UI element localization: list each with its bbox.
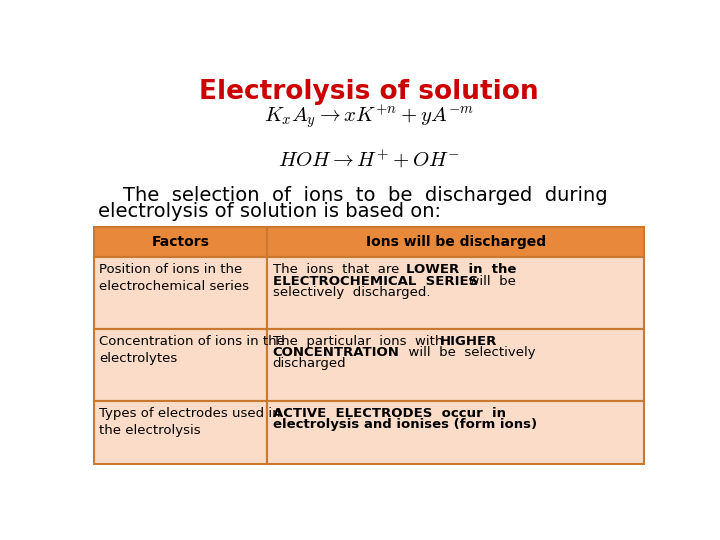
Bar [267,329,644,401]
Bar [267,401,644,464]
Text: The  particular  ions  with: The particular ions with [273,335,451,348]
Bar [267,257,644,329]
Text: electrolysis and ionises (form ions): electrolysis and ionises (form ions) [273,418,536,431]
Text: The  selection  of  ions  to  be  discharged  during: The selection of ions to be discharged d… [98,186,608,205]
Text: Electrolysis of solution: Electrolysis of solution [199,79,539,105]
Text: Types of electrodes used in
the electrolysis: Types of electrodes used in the electrol… [99,407,281,437]
Text: CONCENTRATION: CONCENTRATION [273,346,400,359]
Text: ACTIVE  ELECTRODES  occur  in: ACTIVE ELECTRODES occur in [273,407,505,420]
Bar [267,226,644,257]
Text: Concentration of ions in the
electrolytes: Concentration of ions in the electrolyte… [99,335,285,365]
Bar [94,226,267,257]
Text: The  ions  that  are: The ions that are [273,264,408,276]
Bar [94,329,267,401]
Text: HIGHER: HIGHER [440,335,498,348]
Text: Position of ions in the
electrochemical series: Position of ions in the electrochemical … [99,264,249,293]
Bar [94,257,267,329]
Text: will  be: will be [460,275,516,288]
Text: LOWER  in  the: LOWER in the [406,264,516,276]
Bar [94,401,267,464]
Text: Factors: Factors [152,235,210,249]
Text: ELECTROCHEMICAL  SERIES: ELECTROCHEMICAL SERIES [273,275,478,288]
Text: discharged: discharged [273,357,346,370]
Text: Ions will be discharged: Ions will be discharged [366,235,546,249]
Text: selectively  discharged.: selectively discharged. [273,286,430,299]
Text: $K_xA_y \rightarrow xK^{+n} + yA^{-m}$: $K_xA_y \rightarrow xK^{+n} + yA^{-m}$ [264,102,474,130]
Text: $HOH \rightarrow H^{+} + OH^{-}$: $HOH \rightarrow H^{+} + OH^{-}$ [278,148,460,170]
Text: electrolysis of solution is based on:: electrolysis of solution is based on: [98,202,441,221]
Text: will  be  selectively: will be selectively [400,346,535,359]
